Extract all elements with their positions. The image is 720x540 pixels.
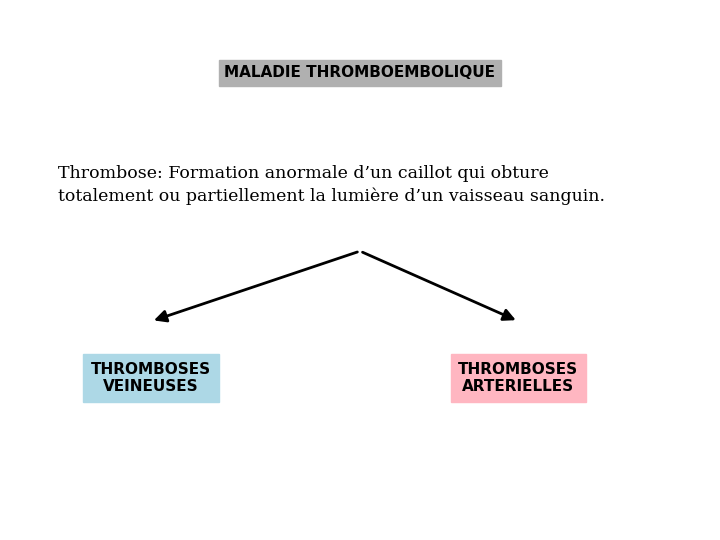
Text: THROMBOSES
ARTERIELLES: THROMBOSES ARTERIELLES (459, 362, 578, 394)
Text: Thrombose: Formation anormale d’un caillot qui obture
totalement ou partiellemen: Thrombose: Formation anormale d’un caill… (58, 165, 605, 205)
Text: MALADIE THROMBOEMBOLIQUE: MALADIE THROMBOEMBOLIQUE (225, 65, 495, 80)
Text: THROMBOSES
VEINEUSES: THROMBOSES VEINEUSES (91, 362, 211, 394)
